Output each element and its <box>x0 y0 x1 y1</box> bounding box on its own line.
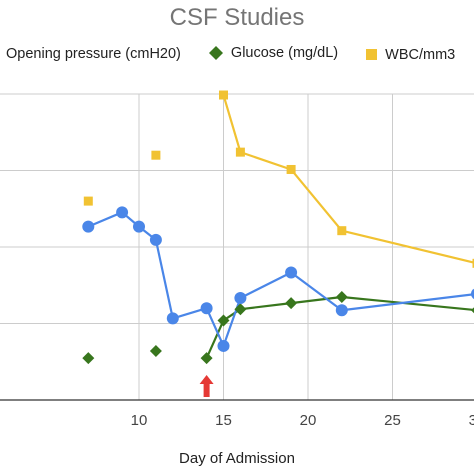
x-tick-label: 20 <box>300 412 317 429</box>
data-point-isolated <box>151 150 161 160</box>
data-point <box>200 302 213 315</box>
data-point <box>471 288 474 300</box>
data-point <box>335 290 348 303</box>
chart-title: CSF Studies <box>169 4 305 31</box>
x-tick-label: 10 <box>131 412 148 429</box>
data-point <box>217 314 230 327</box>
data-point <box>286 164 296 174</box>
data-point <box>335 304 348 317</box>
data-point-isolated <box>83 196 93 206</box>
data-point <box>337 226 347 236</box>
data-point <box>149 233 162 246</box>
chart-legend: Opening pressure (cmH20) Glucose (mg/dL)… <box>0 45 474 69</box>
x-tick-label: 30 <box>469 412 474 429</box>
legend-item-wbc: WBC/mm3 <box>366 47 455 63</box>
legend-diamond-marker <box>208 46 223 60</box>
data-point <box>219 90 228 100</box>
legend-square-marker <box>366 49 378 60</box>
data-point <box>472 258 474 268</box>
legend-label-glucose: Glucose (mg/dL) <box>230 45 339 61</box>
data-point <box>234 303 247 316</box>
data-point <box>285 266 298 279</box>
data-point <box>234 292 247 304</box>
data-point <box>200 352 213 365</box>
data-point-isolated <box>149 345 162 358</box>
x-axis-label: Day of Admission <box>179 450 295 467</box>
data-point <box>471 307 474 314</box>
legend-label-opening-pressure: Opening pressure (cmH20) <box>6 46 181 62</box>
series-line <box>205 295 474 359</box>
data-point <box>217 339 230 352</box>
data-point <box>285 297 298 310</box>
legend-item-opening-pressure: Opening pressure (cmH20) <box>0 46 181 62</box>
data-point <box>82 220 95 233</box>
data-point <box>235 147 245 157</box>
legend-label-wbc: WBC/mm3 <box>385 46 456 63</box>
data-point <box>133 220 145 233</box>
series-line <box>87 211 474 348</box>
x-tick-label: 25 <box>384 412 401 429</box>
data-point-isolated <box>82 352 95 365</box>
annotation-arrow <box>199 375 214 397</box>
data-point <box>116 206 129 219</box>
x-tick-label: 15 <box>215 412 232 429</box>
data-point <box>166 312 179 325</box>
series-line <box>222 94 474 264</box>
legend-item-glucose: Glucose (mg/dL) <box>208 45 339 61</box>
